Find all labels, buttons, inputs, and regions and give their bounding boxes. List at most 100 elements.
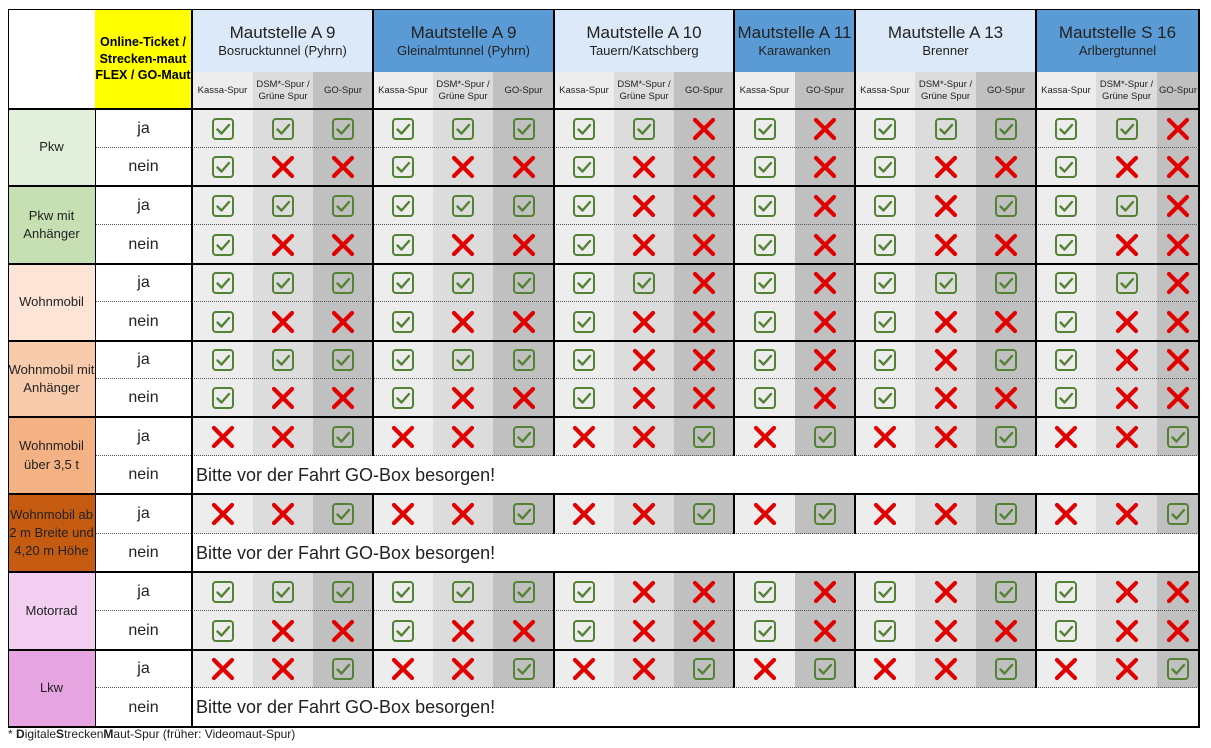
check-box-icon <box>270 347 296 373</box>
lane-allowed-cell <box>1096 264 1157 302</box>
lane-denied-cell <box>915 225 976 264</box>
vehicle-category: Wohnmobil über 3,5 t <box>8 417 95 494</box>
station-border <box>372 379 374 417</box>
station-border <box>1035 9 1037 109</box>
lane-allowed-cell <box>493 264 554 302</box>
red-cross-icon <box>631 193 657 219</box>
red-cross-icon <box>812 579 838 605</box>
check-box-icon <box>1114 116 1140 142</box>
red-cross-icon <box>571 424 597 450</box>
red-cross-icon <box>270 154 296 180</box>
online-ticket-answer: ja <box>95 341 192 379</box>
station-border <box>553 109 555 148</box>
lane-denied-cell <box>433 650 493 688</box>
check-box-icon <box>752 270 778 296</box>
lane-header: Kassa-Spur <box>855 72 915 109</box>
lane-allowed-cell <box>1036 148 1096 186</box>
red-cross-icon <box>1165 309 1191 335</box>
red-cross-icon <box>511 232 537 258</box>
toll-station-header: Mautstelle A 11 Karawanken <box>734 9 855 72</box>
online-ticket-answer: ja <box>95 186 192 225</box>
lane-allowed-cell <box>313 650 373 688</box>
station-border <box>372 611 374 650</box>
check-box-icon <box>210 116 236 142</box>
red-cross-icon <box>933 385 959 411</box>
red-cross-icon <box>631 579 657 605</box>
red-cross-icon <box>631 424 657 450</box>
check-box-icon <box>933 270 959 296</box>
lane-denied-cell <box>795 341 855 379</box>
lane-header: GO-Spur <box>674 72 734 109</box>
lane-denied-cell <box>373 650 433 688</box>
red-cross-icon <box>390 501 416 527</box>
lane-allowed-cell <box>614 264 674 302</box>
online-ticket-answer: nein <box>95 534 192 572</box>
lane-denied-cell <box>253 417 313 456</box>
check-box-icon <box>571 154 597 180</box>
check-box-icon <box>330 424 356 450</box>
check-box-icon <box>390 232 416 258</box>
red-cross-icon <box>872 656 898 682</box>
online-ticket-answer: nein <box>95 302 192 341</box>
row-separator <box>95 147 1199 148</box>
online-ticket-answer: nein <box>95 456 192 494</box>
station-border <box>372 302 374 341</box>
check-box-icon <box>872 347 898 373</box>
check-box-icon <box>1165 424 1191 450</box>
station-border <box>553 186 555 225</box>
check-box-icon <box>330 270 356 296</box>
lane-allowed-cell <box>734 341 795 379</box>
lane-denied-cell <box>674 341 734 379</box>
red-cross-icon <box>450 424 476 450</box>
lane-allowed-cell <box>855 148 915 186</box>
check-box-icon <box>210 579 236 605</box>
lane-allowed-cell <box>976 572 1036 611</box>
lane-allowed-cell <box>192 225 253 264</box>
red-cross-icon <box>691 154 717 180</box>
toll-station-location: Arlbergtunnel <box>1078 43 1157 58</box>
lane-header: GO-Spur <box>795 72 855 109</box>
red-cross-icon <box>812 347 838 373</box>
toll-station-title: Mautstelle A 11 <box>737 22 852 42</box>
online-ticket-answer: ja <box>95 417 192 456</box>
lane-denied-cell <box>433 417 493 456</box>
check-box-icon <box>511 501 537 527</box>
lane-allowed-cell <box>734 572 795 611</box>
red-cross-icon <box>450 385 476 411</box>
toll-station-header: Mautstelle A 9 Bosrucktunnel (Pyhrn) <box>192 9 373 72</box>
lane-denied-cell <box>1157 341 1199 379</box>
station-border <box>854 341 856 379</box>
red-cross-icon <box>993 618 1019 644</box>
check-box-icon <box>330 579 356 605</box>
check-box-icon <box>752 309 778 335</box>
station-border <box>733 611 735 650</box>
online-ticket-answer: ja <box>95 109 192 148</box>
table-left-border <box>8 9 9 728</box>
lane-denied-cell <box>253 302 313 341</box>
lane-denied-cell <box>674 225 734 264</box>
red-cross-icon <box>330 232 356 258</box>
red-cross-icon <box>1165 270 1191 296</box>
check-box-icon <box>390 154 416 180</box>
check-box-icon <box>1053 579 1079 605</box>
station-border <box>372 109 374 148</box>
lane-header: GO-Spur <box>1157 72 1199 109</box>
lane-allowed-cell <box>493 186 554 225</box>
check-box-icon <box>993 116 1019 142</box>
lane-allowed-cell <box>915 109 976 148</box>
red-cross-icon <box>511 154 537 180</box>
lane-allowed-cell <box>433 572 493 611</box>
check-box-icon <box>571 618 597 644</box>
red-cross-icon <box>993 309 1019 335</box>
lane-allowed-cell <box>795 494 855 534</box>
red-cross-icon <box>270 309 296 335</box>
lane-denied-cell <box>915 302 976 341</box>
online-ticket-header: Online-Ticket / Strecken-maut FLEX / GO-… <box>95 9 191 109</box>
check-box-icon <box>993 501 1019 527</box>
station-border <box>854 417 856 456</box>
check-box-icon <box>450 270 476 296</box>
red-cross-icon <box>1114 232 1140 258</box>
lane-denied-cell <box>373 494 433 534</box>
red-cross-icon <box>631 154 657 180</box>
lane-allowed-cell <box>192 341 253 379</box>
